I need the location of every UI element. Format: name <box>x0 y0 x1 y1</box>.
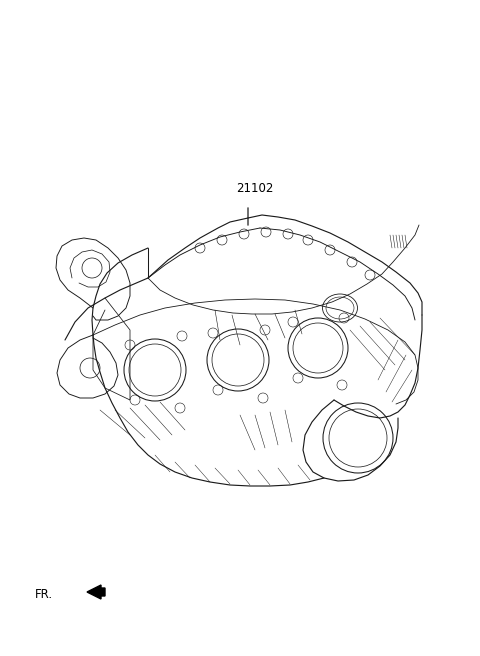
Text: FR.: FR. <box>35 588 53 602</box>
FancyArrow shape <box>87 585 105 599</box>
Text: 21102: 21102 <box>236 182 274 195</box>
